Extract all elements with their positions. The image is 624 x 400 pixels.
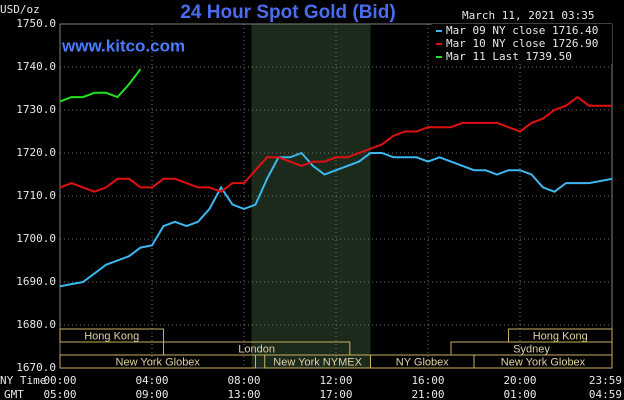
x-tick-label-gmt: 05:00 [43, 388, 76, 400]
legend-label: Mar 10 NY close 1726.90 [446, 37, 598, 50]
watermark: www.kitco.com [61, 36, 185, 55]
x-tick-label: 08:00 [227, 374, 260, 387]
x-row-label: GMT [4, 388, 24, 400]
series-line [59, 68, 142, 103]
y-unit: USD/oz [0, 3, 40, 16]
series-line [59, 95, 612, 193]
legend-box [432, 24, 612, 64]
y-tick-label: 1700.0 [16, 232, 56, 245]
session-label: New York Globex [501, 356, 586, 368]
session-box [59, 354, 256, 369]
x-tick-label: 12:00 [319, 374, 352, 387]
session-label: Sydney [513, 343, 550, 355]
session-box [59, 328, 164, 343]
timestamp: March 11, 2021 03:35 [462, 9, 594, 22]
y-tick-label: 1680.0 [16, 318, 56, 331]
x-row-label: NY Time [0, 374, 46, 387]
y-tick-label: 1740.0 [16, 60, 56, 73]
session-label: NY Globex [396, 356, 449, 368]
shaded-range [251, 24, 371, 368]
x-tick-label-gmt: 21:00 [411, 388, 444, 400]
x-tick-label: 16:00 [411, 374, 444, 387]
session-label: Hong Kong [84, 330, 139, 342]
y-tick-label: 1720.0 [16, 146, 56, 159]
chart-title: 24 Hour Spot Gold (Bid) [180, 2, 395, 23]
y-tick-label: 1670.0 [16, 361, 56, 374]
legend-label: Mar 09 NY close 1716.40 [446, 24, 598, 37]
y-tick-label: 1750.0 [16, 17, 56, 30]
y-tick-label: 1730.0 [16, 103, 56, 116]
x-tick-label-gmt: 04:59 [589, 388, 622, 400]
x-tick-label: 00:00 [43, 374, 76, 387]
session-label: New York NYMEX [273, 356, 362, 368]
y-tick-label: 1690.0 [16, 275, 56, 288]
series-line [59, 151, 613, 288]
y-tick-label: 1710.0 [16, 189, 56, 202]
x-tick-label-gmt: 13:00 [227, 388, 260, 400]
session-label: London [238, 343, 275, 355]
x-tick-label-gmt: 09:00 [135, 388, 168, 400]
x-tick-label: 20:00 [503, 374, 536, 387]
session-label: Hong Kong [533, 330, 588, 342]
session-label: New York Globex [116, 356, 201, 368]
session-box [163, 341, 351, 356]
x-tick-label-gmt: 17:00 [319, 388, 352, 400]
x-tick-label-gmt: 01:00 [503, 388, 536, 400]
session-box [473, 354, 613, 369]
legend-label: Mar 11 Last 1739.50 [446, 50, 572, 63]
x-tick-label: 23:59 [589, 374, 622, 387]
x-tick-label: 04:00 [135, 374, 168, 387]
